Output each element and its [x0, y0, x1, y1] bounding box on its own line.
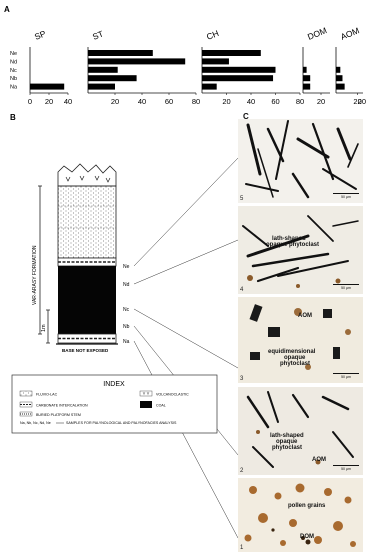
bar-st-nd [88, 58, 186, 65]
tick-label-aom-right: 20 [358, 97, 366, 106]
index-sample-codes: Na, Nb, Nc, Nd, Ne [20, 421, 51, 425]
index-item-carbonate: CARBONATE INTERCALATION [36, 404, 88, 408]
tick-label-ch-0: 20 [222, 97, 230, 106]
dotted-unit [57, 185, 117, 259]
photo-3-scale: 50 µm [333, 373, 359, 379]
index-sample-note: SAMPLES FOR PALYNOLOGICAL AND PALYNOFACI… [66, 421, 177, 425]
photo-3-label-2: opaque [284, 355, 306, 361]
bar-aom-nb [336, 75, 343, 82]
photomicrograph-4: lath-shaped opaque phytoclast 4 50 µm [238, 206, 363, 294]
photo-3-label-aom: AOM [298, 313, 312, 319]
photo-2-label-1: lath-shaped [270, 433, 304, 439]
bar-ch-nd [202, 58, 229, 65]
tick-label-sp-0: 0 [28, 97, 32, 106]
photo-1-number: 1 [240, 545, 244, 551]
index-item-fluvio: FLUVIO-LAC [36, 393, 58, 397]
sample-label-nc: Nc [123, 307, 130, 313]
category-label-nb: Nb [10, 76, 17, 82]
sample-label-na: Na [123, 339, 130, 345]
series-title-dom: DOM [306, 25, 328, 42]
photo-3-number: 3 [240, 376, 244, 382]
tick-label-ch-1: 40 [247, 97, 255, 106]
index-title: INDEX [103, 381, 125, 388]
photomicrograph-3: AOM equidimensional opaque phytoclast 3 … [238, 297, 363, 383]
sample-label-ne: Ne [123, 264, 130, 270]
sample-label-nb: Nb [123, 324, 130, 330]
photo-5-number: 5 [240, 196, 244, 202]
bar-st-nc [88, 66, 118, 73]
tick-label-st-0: 20 [111, 97, 119, 106]
tick-label-dom-0: 20 [317, 97, 325, 106]
formation-label: VAR-ARASY FORMATION [32, 245, 38, 305]
photo-5-scale: 50 µm [333, 193, 359, 199]
index-item-volcano: VOLCANOCLASTIC [156, 393, 189, 397]
panel-b-column: B VAR-ARASY FORMATION 1m BASE NOT EXPOSE… [10, 113, 239, 539]
coal-unit [58, 266, 116, 334]
photo-4-label-1: lath-shaped [272, 236, 306, 242]
photo-2-label-aom: AOM [312, 457, 326, 463]
panel-c-letter: C [243, 112, 249, 121]
base-not-exposed: BASE NOT EXPOSED [62, 348, 109, 353]
tick-label-st-2: 60 [165, 97, 173, 106]
category-label-na: Na [10, 85, 18, 91]
bar-aom-na [336, 83, 345, 90]
photo-3-label-1: equidimensional [268, 349, 316, 355]
photo-2-scale: 50 µm [333, 465, 359, 471]
category-label-nd: Nd [10, 59, 17, 65]
photo-5-particles [245, 120, 359, 199]
bar-ch-na [202, 83, 217, 90]
photo-2-label-3: phytoclast [272, 445, 303, 451]
tick-label-aom-0: 20 [353, 97, 361, 106]
scale-1m: 1m [41, 324, 47, 332]
series-title-aom: AOM [339, 25, 361, 42]
photo-2-particles [246, 391, 354, 468]
index-item-buried: BURIED PLATFORM STEM [36, 413, 81, 417]
tick-label-ch-3: 80 [296, 97, 304, 106]
series-title-st: ST [91, 29, 105, 42]
bar-dom-na [303, 83, 311, 90]
bar-sp-na [30, 83, 65, 90]
bar-ch-nc [202, 66, 276, 73]
panel-a-bar-charts: A Ne Nd Nc Nb Na SP 0 20 40 ST 20 40 60 80 CH 20 40 60 80 D… [4, 5, 366, 106]
leader-lines [133, 157, 239, 539]
category-label-ne: Ne [10, 51, 17, 57]
bar-dom-nc [303, 66, 307, 73]
bar-ch-nb [202, 75, 274, 82]
photo-3-particles [249, 304, 351, 370]
panel-b-letter: B [10, 113, 16, 122]
tick-label-sp-1: 20 [45, 97, 53, 106]
tick-label-st-3: 80 [192, 97, 200, 106]
photo-4-label-2: opaque phytoclast [266, 242, 320, 248]
series-title-sp: SP [33, 28, 48, 42]
photo-2-number: 2 [240, 468, 244, 474]
bar-st-nb [88, 75, 137, 82]
photo-4-particles [242, 215, 359, 288]
series-title-ch: CH [205, 28, 220, 42]
photo-4-number: 4 [240, 287, 244, 293]
tick-label-ch-2: 60 [271, 97, 279, 106]
index-item-coal: COAL [156, 404, 166, 408]
panel-a-letter: A [4, 5, 10, 14]
v-symbols [65, 175, 111, 183]
photo-1-label-dom: DOM [300, 534, 314, 540]
tick-label-st-1: 40 [138, 97, 146, 106]
photo-1-particles [244, 483, 356, 547]
photomicrograph-1: pollen grains DOM 1 [238, 478, 363, 552]
weathered-top [57, 163, 117, 187]
tick-label-sp-2: 40 [64, 97, 72, 106]
category-label-nc: Nc [10, 68, 17, 74]
photo-1-label-pollen: pollen grains [288, 503, 326, 509]
bar-ch-ne [202, 50, 261, 56]
photo-2-label-2: opaque [276, 439, 298, 445]
photo-3-label-3: phytoclast [280, 361, 311, 367]
bar-aom-nc [336, 66, 341, 73]
photomicrograph-2: lath-shaped opaque phytoclast AOM 2 50 µ… [238, 387, 363, 475]
bar-st-na [88, 83, 115, 90]
index-box [11, 374, 218, 434]
bar-st-ne [88, 50, 153, 56]
photo-4-scale: 50 µm [333, 284, 359, 290]
bar-dom-nb [303, 75, 311, 82]
sample-label-nd: Nd [123, 282, 130, 288]
photomicrograph-5: 5 50 µm [238, 119, 363, 203]
